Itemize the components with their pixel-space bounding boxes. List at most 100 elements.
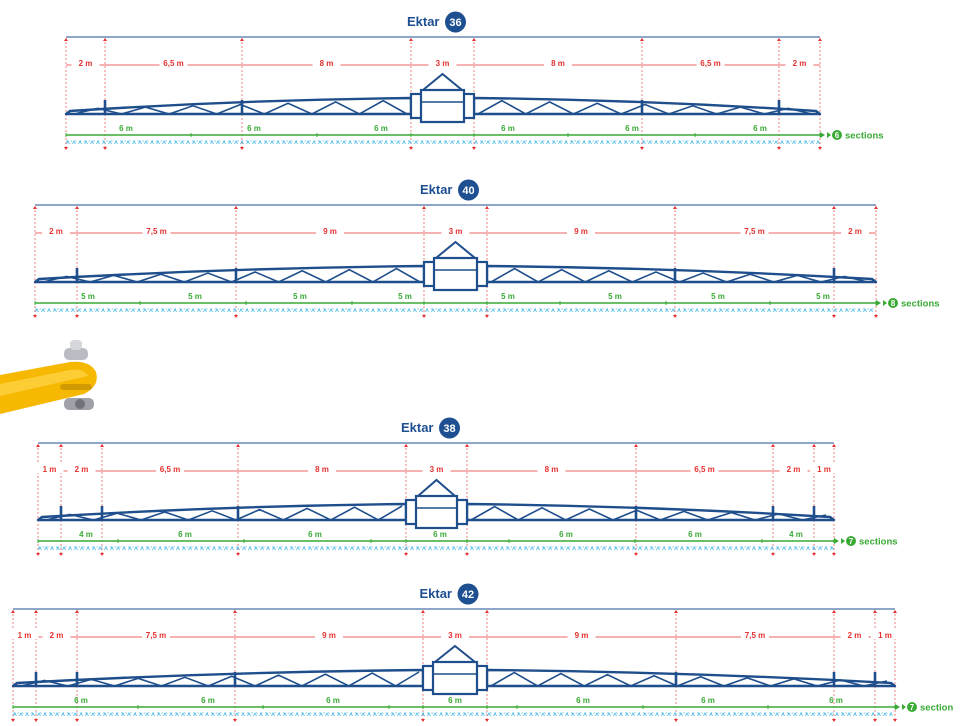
width-label-bg [422,464,451,473]
sections-word: section [920,703,953,714]
section-label: 6 m [178,530,192,539]
dimension-arrow [771,553,775,556]
width-label-bg [315,630,343,639]
dimension-arrow [832,315,836,318]
dimension-arrow [34,610,38,613]
dimension-arrow [893,719,897,722]
boom-model-badge [457,583,479,605]
dimension-arrow [832,444,836,447]
boom-model-number: 36 [449,17,461,29]
truss-bracing [477,99,813,115]
boom-model-name: Ektar [420,182,453,197]
dimension-arrow [409,147,413,150]
dimension-arrow [472,38,476,41]
boom-model-badge [445,11,466,33]
dimension-arrow [234,315,238,318]
section-label: 6 m [201,696,215,705]
truss-bracing [20,671,420,687]
dimension-arrow [832,206,836,209]
dimension-arrow [240,38,244,41]
section-label: 6 m [74,696,88,705]
centre-frame-inner [432,256,479,292]
dimension-arrow [634,444,638,447]
width-label: 2 m [50,631,64,640]
width-label: 2 m [79,59,93,68]
centre-frame-roof [435,240,476,259]
sections-count-badge [832,130,842,140]
dimension-arrow [777,38,781,41]
section-label: 6 m [433,530,447,539]
width-label: 1 m [878,631,892,640]
dimension-arrow [233,719,237,722]
section-label: 4 m [79,530,93,539]
width-label: 8 m [320,59,334,68]
section-label: 6 m [374,124,388,133]
boom-diagram: Ektar 38 1 m 2 m 6,5 m 8 m 3 m 8 m 6,5 m 2 m 1 m 4 … [35,417,898,556]
dimension-arrow [100,553,104,556]
width-label-bg [441,226,470,235]
boom-model-name: Ektar [401,420,434,435]
dimension-arrow [59,553,63,556]
dimension-arrow [634,553,638,556]
section-label: 5 m [188,292,202,301]
dimension-arrow [485,315,489,318]
width-label: 3 m [448,631,462,640]
boom-model-name: Ektar [407,14,440,29]
section-label: 6 m [625,124,639,133]
sections-word: sections [859,537,898,548]
dimension-arrow [409,38,413,41]
width-label-bg [10,630,39,639]
section-label: 5 m [501,292,515,301]
section-label: 6 m [448,696,462,705]
dimension-arrow [465,444,469,447]
width-label: 8 m [551,59,565,68]
truss-bracing [490,671,888,687]
dimension-arrow [421,610,425,613]
width-label-bg [537,464,566,473]
nozzle-markers [13,712,893,717]
dimension-arrow [36,553,40,556]
sections-arrow [820,132,825,138]
dimension-arrow [873,610,877,613]
right-boom-truss [485,668,897,688]
dimension-arrow [874,206,878,209]
width-label-bg [779,464,808,473]
section-label: 6 m [829,696,843,705]
width-label-bg [142,226,171,235]
width-label: 6,5 m [160,465,180,474]
section-label: 6 m [576,696,590,705]
section-label: 6 m [688,530,702,539]
sections-bullet-icon [883,300,887,306]
section-label: 6 m [308,530,322,539]
dimension-arrow [812,444,816,447]
section-label: 5 m [711,292,725,301]
dimension-arrow [404,553,408,556]
dimension-arrow [812,553,816,556]
dimension-arrow [422,206,426,209]
width-label-bg [316,226,344,235]
width-label: 1 m [817,465,831,474]
width-label-bg [690,464,719,473]
width-label-bg [142,630,170,639]
dimension-arrow [236,553,240,556]
sections-arrow [834,538,839,544]
width-label: 2 m [848,227,862,236]
truss-bracing [73,99,408,115]
width-label-bg [42,630,71,639]
dimension-arrow [75,315,79,318]
dimension-arrow [59,444,63,447]
width-label: 1 m [18,631,32,640]
dimension-arrow [75,719,79,722]
width-label-bg [841,226,869,235]
width-label-bg [71,58,100,67]
dimension-arrow [33,206,37,209]
nozzle-markers [35,308,873,313]
dimension-arrow [771,444,775,447]
left-boom-truss [33,264,426,284]
width-label: 6,5 m [694,465,714,474]
dimension-arrow [873,719,877,722]
width-label: 9 m [574,227,588,236]
width-label: 3 m [430,465,444,474]
width-label: 2 m [793,59,807,68]
dimension-arrow [893,610,897,613]
